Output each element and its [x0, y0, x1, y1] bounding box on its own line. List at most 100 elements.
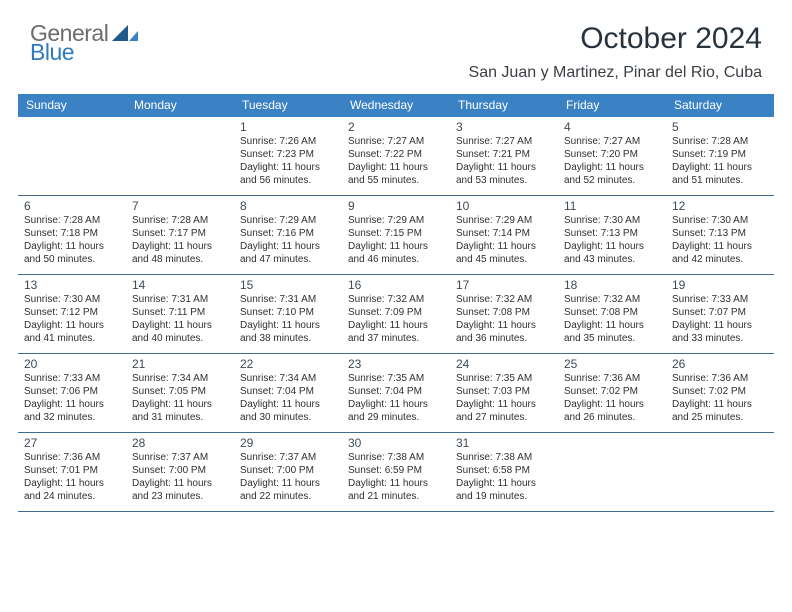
day-number: 25	[564, 357, 660, 371]
day-cell: 28Sunrise: 7:37 AMSunset: 7:00 PMDayligh…	[126, 433, 234, 511]
day-info-line: and 36 minutes.	[456, 332, 552, 345]
day-info-line: Sunrise: 7:28 AM	[24, 214, 120, 227]
day-cell	[666, 433, 774, 511]
day-info-line: Sunrise: 7:32 AM	[456, 293, 552, 306]
week-row: 1Sunrise: 7:26 AMSunset: 7:23 PM Daylight…	[18, 117, 774, 196]
day-info-line: Daylight: 11 hours	[564, 319, 660, 332]
day-info-line: Sunset: 7:01 PM	[24, 464, 120, 477]
day-info-line: Daylight: 11 hours	[240, 398, 336, 411]
logo-text: General Blue	[30, 22, 138, 64]
day-info-line: and 42 minutes.	[672, 253, 768, 266]
day-info-line: Sunrise: 7:26 AM	[240, 135, 336, 148]
day-info-line: and 47 minutes.	[240, 253, 336, 266]
day-info-line: Sunset: 7:08 PM	[564, 306, 660, 319]
day-info-line: Sunrise: 7:32 AM	[564, 293, 660, 306]
day-number: 2	[348, 120, 444, 134]
day-info-line: and 38 minutes.	[240, 332, 336, 345]
day-cell: 30Sunrise: 7:38 AMSunset: 6:59 PMDayligh…	[342, 433, 450, 511]
day-info-line: Sunset: 7:08 PM	[456, 306, 552, 319]
day-number: 1	[240, 120, 336, 134]
day-info-line: Sunrise: 7:30 AM	[672, 214, 768, 227]
day-number: 30	[348, 436, 444, 450]
day-number: 12	[672, 199, 768, 213]
day-info-line: Sunrise: 7:36 AM	[24, 451, 120, 464]
location: San Juan y Martinez, Pinar del Rio, Cuba	[469, 64, 762, 82]
day-info-line: Daylight: 11 hours	[672, 398, 768, 411]
day-cell: 15Sunrise: 7:31 AMSunset: 7:10 PMDayligh…	[234, 275, 342, 353]
day-info-line: and 25 minutes.	[672, 411, 768, 424]
dayname-row: Sunday Monday Tuesday Wednesday Thursday…	[18, 94, 774, 117]
day-info-line: Sunset: 7:00 PM	[240, 464, 336, 477]
day-info-line: Daylight: 11 hours	[348, 319, 444, 332]
day-info-line: Sunset: 7:02 PM	[564, 385, 660, 398]
day-number: 14	[132, 278, 228, 292]
week-row: 6Sunrise: 7:28 AMSunset: 7:18 PMDaylight…	[18, 196, 774, 275]
dayname-tuesday: Tuesday	[234, 94, 342, 117]
day-info-line: Daylight: 11 hours	[24, 398, 120, 411]
day-cell: 17Sunrise: 7:32 AMSunset: 7:08 PMDayligh…	[450, 275, 558, 353]
day-number: 21	[132, 357, 228, 371]
month-title: October 2024	[469, 22, 762, 56]
day-info-line: Daylight: 11 hours	[456, 319, 552, 332]
dayname-sunday: Sunday	[18, 94, 126, 117]
day-info-line: Sunset: 7:03 PM	[456, 385, 552, 398]
day-number: 24	[456, 357, 552, 371]
day-info-line: Sunrise: 7:31 AM	[132, 293, 228, 306]
day-info-line: Sunrise: 7:27 AM	[564, 135, 660, 148]
day-number: 26	[672, 357, 768, 371]
day-info-line: Daylight: 11 hours	[24, 477, 120, 490]
week-row: 20Sunrise: 7:33 AMSunset: 7:06 PMDayligh…	[18, 354, 774, 433]
day-number: 5	[672, 120, 768, 134]
day-info-line: Sunset: 7:02 PM	[672, 385, 768, 398]
day-info-line: Sunrise: 7:30 AM	[564, 214, 660, 227]
day-info-line: and 29 minutes.	[348, 411, 444, 424]
day-number: 3	[456, 120, 552, 134]
day-info-line: Sunset: 7:09 PM	[348, 306, 444, 319]
day-info-line: and 27 minutes.	[456, 411, 552, 424]
day-info-line: and 46 minutes.	[348, 253, 444, 266]
day-number: 17	[456, 278, 552, 292]
day-info-line: Sunset: 7:23 PM	[240, 148, 336, 161]
day-info-line: Sunrise: 7:31 AM	[240, 293, 336, 306]
day-info-line: Daylight: 11 hours	[564, 161, 660, 174]
logo-sail-icon	[112, 25, 138, 43]
day-info-line: Sunrise: 7:30 AM	[24, 293, 120, 306]
day-info-line: Sunset: 7:04 PM	[348, 385, 444, 398]
day-info-line: Sunset: 7:11 PM	[132, 306, 228, 319]
day-cell: 8Sunrise: 7:29 AMSunset: 7:16 PMDaylight…	[234, 196, 342, 274]
day-info-line: Daylight: 11 hours	[348, 240, 444, 253]
day-info-line: Sunrise: 7:32 AM	[348, 293, 444, 306]
day-number: 23	[348, 357, 444, 371]
day-cell: 23Sunrise: 7:35 AMSunset: 7:04 PMDayligh…	[342, 354, 450, 432]
day-info-line: Sunrise: 7:36 AM	[564, 372, 660, 385]
day-number: 28	[132, 436, 228, 450]
day-info-line: Daylight: 11 hours	[564, 398, 660, 411]
day-info-line: Daylight: 11 hours	[672, 161, 768, 174]
day-info-line: and 24 minutes.	[24, 490, 120, 503]
day-info-line: and 43 minutes.	[564, 253, 660, 266]
day-info-line: Sunset: 7:04 PM	[240, 385, 336, 398]
day-info-line: Sunset: 7:20 PM	[564, 148, 660, 161]
day-number: 10	[456, 199, 552, 213]
dayname-monday: Monday	[126, 94, 234, 117]
day-info-line: Sunset: 7:22 PM	[348, 148, 444, 161]
day-info-line: Sunrise: 7:28 AM	[132, 214, 228, 227]
day-cell: 25Sunrise: 7:36 AMSunset: 7:02 PMDayligh…	[558, 354, 666, 432]
day-info-line: Sunrise: 7:34 AM	[240, 372, 336, 385]
day-cell: 5Sunrise: 7:28 AMSunset: 7:19 PMDaylight…	[666, 117, 774, 195]
day-number: 13	[24, 278, 120, 292]
day-info-line: and 37 minutes.	[348, 332, 444, 345]
day-info-line: Sunrise: 7:36 AM	[672, 372, 768, 385]
day-info-line: Daylight: 11 hours	[240, 319, 336, 332]
day-info-line: Daylight: 11 hours	[24, 240, 120, 253]
day-info-line: Daylight: 11 hours	[564, 240, 660, 253]
day-info-line: Sunrise: 7:27 AM	[348, 135, 444, 148]
logo: General Blue	[30, 22, 138, 64]
day-info-line: and 26 minutes.	[564, 411, 660, 424]
day-info-line: Daylight: 11 hours	[456, 398, 552, 411]
day-cell: 24Sunrise: 7:35 AMSunset: 7:03 PMDayligh…	[450, 354, 558, 432]
weeks-container: 1Sunrise: 7:26 AMSunset: 7:23 PM Daylight…	[18, 117, 774, 512]
day-info-line: Sunset: 7:14 PM	[456, 227, 552, 240]
dayname-friday: Friday	[558, 94, 666, 117]
day-info-line: Sunset: 6:59 PM	[348, 464, 444, 477]
